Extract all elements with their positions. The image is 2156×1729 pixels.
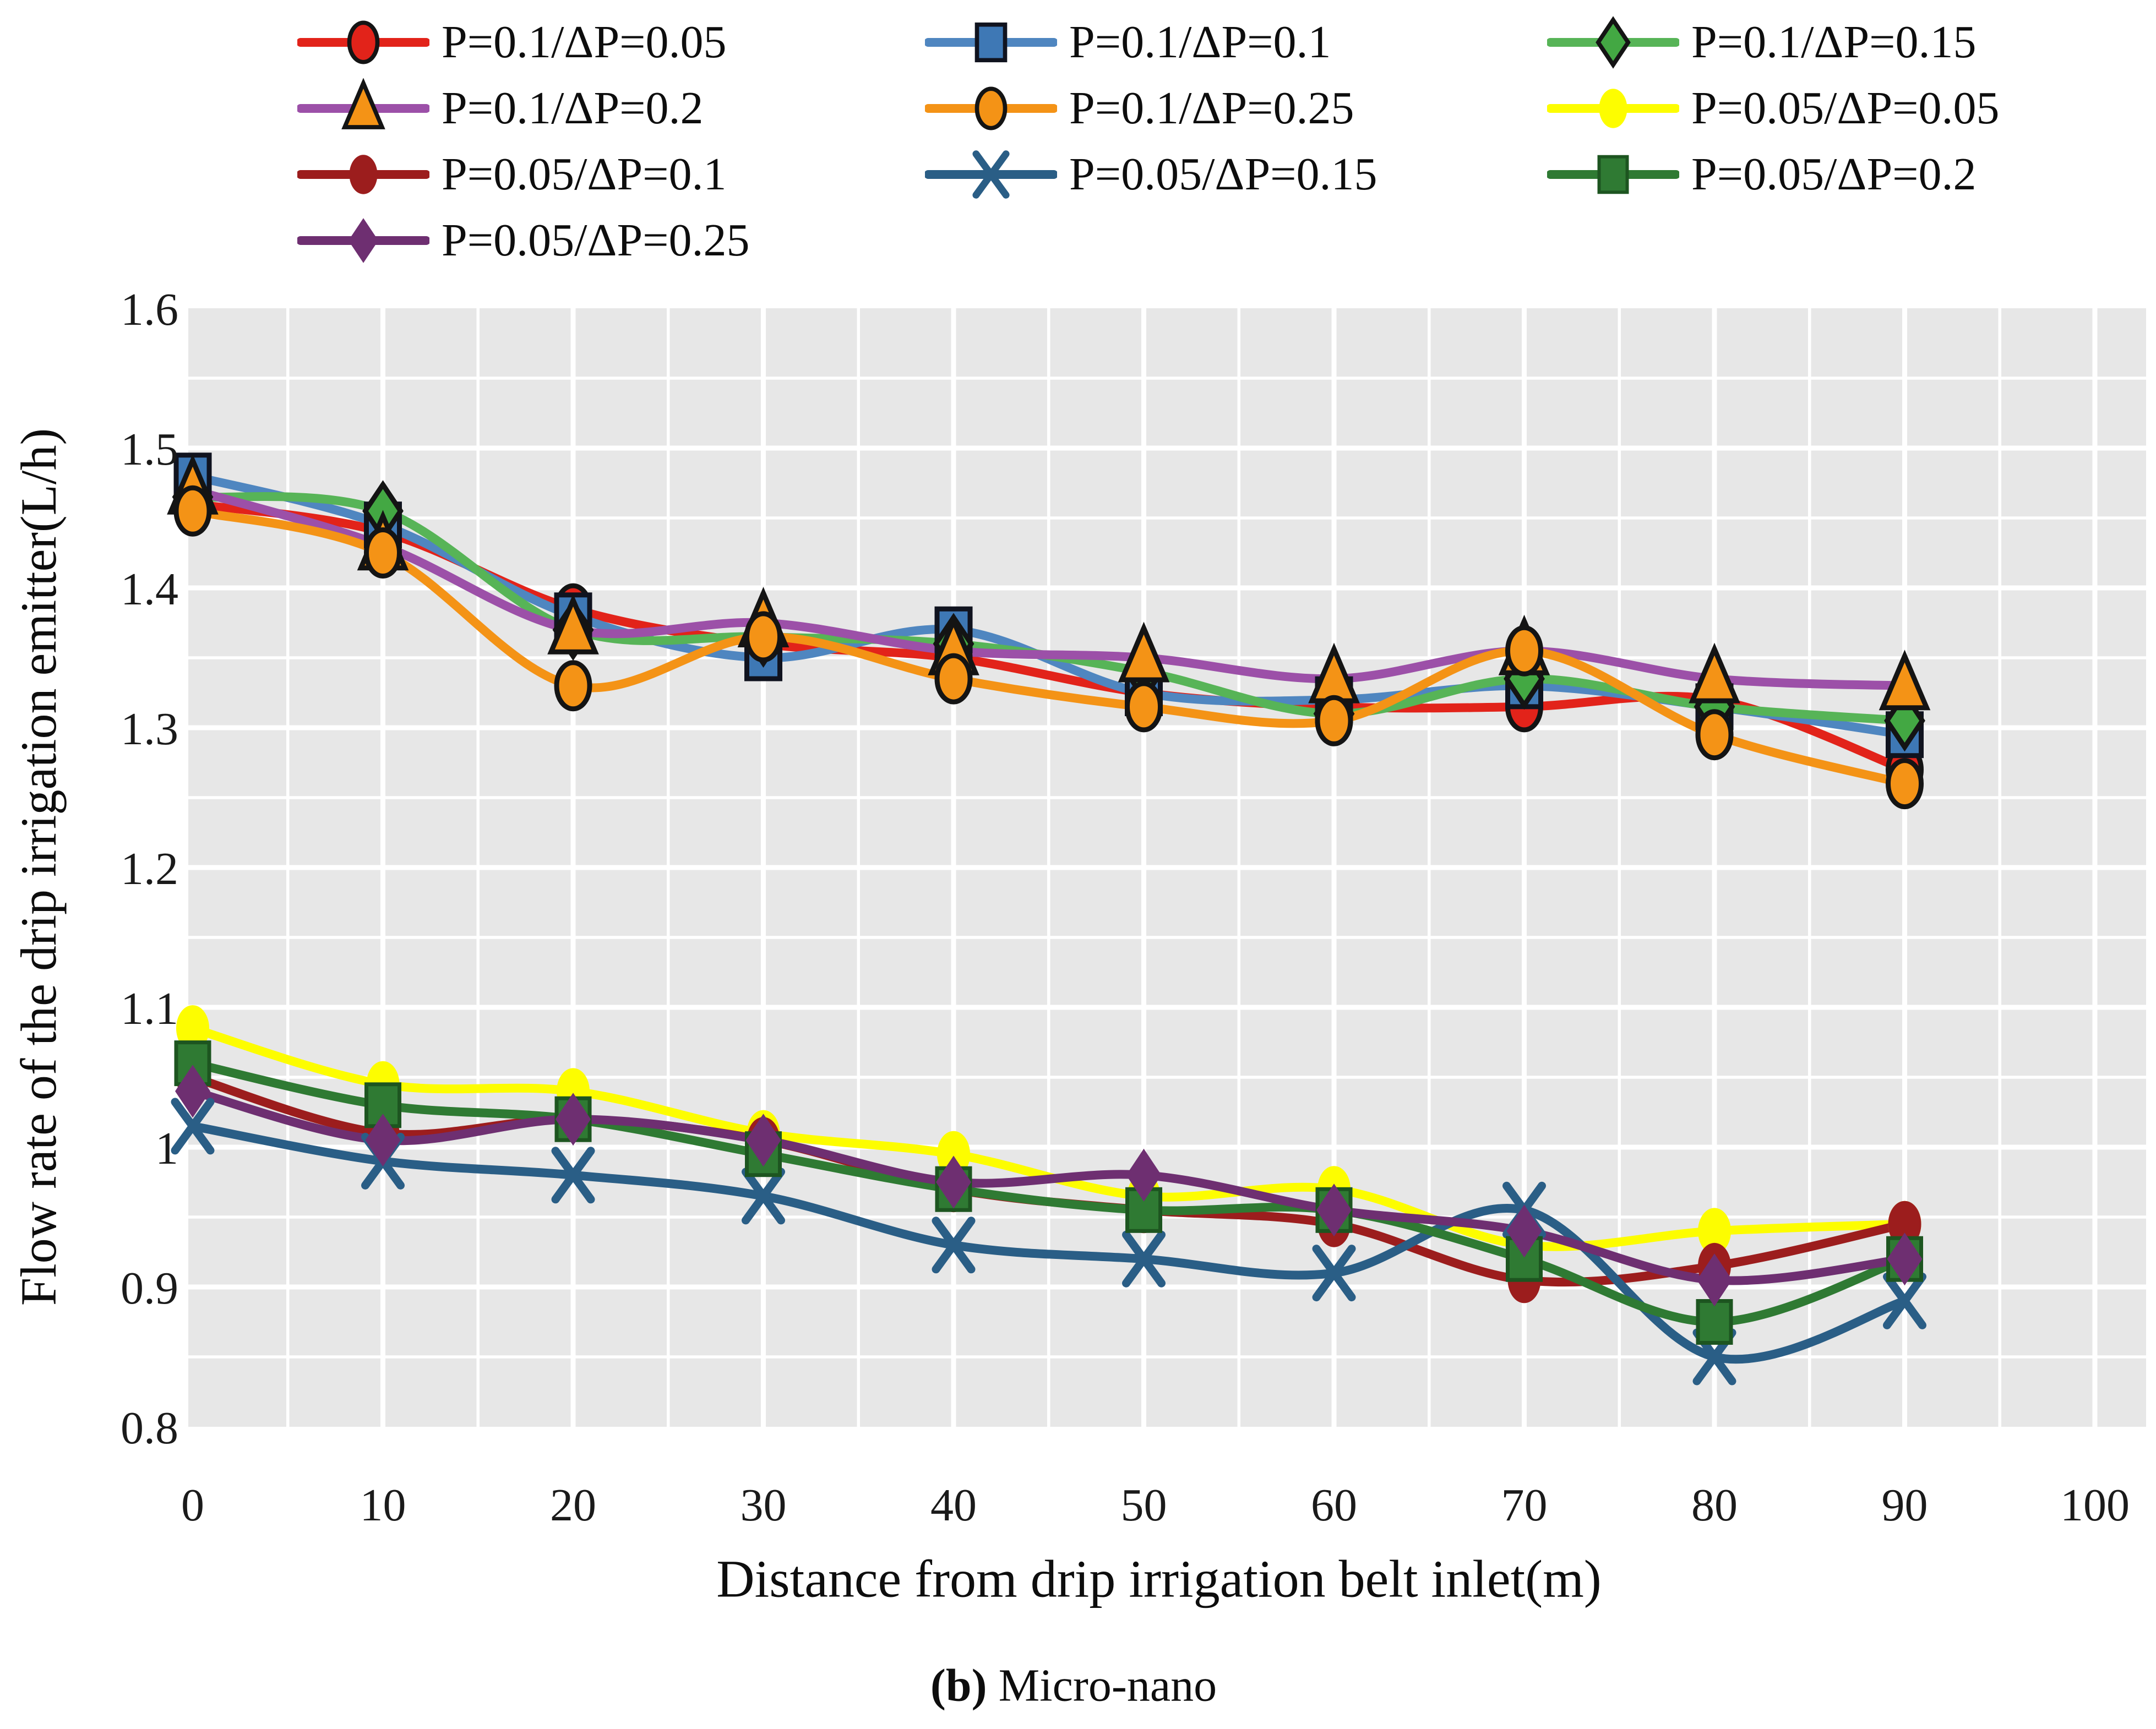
legend-marker-circle-icon <box>297 20 429 64</box>
series-line-4 <box>188 506 1909 788</box>
legend-item-2: P=0.1/ΔP=0.15 <box>1547 12 1977 73</box>
legend-label: P=0.1/ΔP=0.15 <box>1691 17 1977 68</box>
legend-marker-diamond-icon <box>1547 16 1679 69</box>
legend-marker-circle-icon <box>297 155 429 194</box>
x-tick-label: 70 <box>1501 1480 1548 1531</box>
legend-item-4: P=0.1/ΔP=0.25 <box>925 78 1354 139</box>
legend-item-6: P=0.05/ΔP=0.1 <box>297 144 727 205</box>
series-line-7 <box>188 1121 1909 1364</box>
legend-label: P=0.05/ΔP=0.25 <box>442 215 750 266</box>
figure-caption: (b) Micro-nano <box>930 1659 1217 1712</box>
figure-caption-text: Micro-nano <box>987 1660 1217 1711</box>
legend-item-8: P=0.05/ΔP=0.2 <box>1547 144 1977 205</box>
y-tick-label: 0.8 <box>121 1403 178 1454</box>
y-tick-label: 0.9 <box>121 1263 178 1314</box>
legend-item-5: P=0.05/ΔP=0.05 <box>1547 78 2000 139</box>
series-markers-4 <box>173 485 1924 810</box>
legend-item-7: P=0.05/ΔP=0.15 <box>925 144 1378 205</box>
figure-caption-index: (b) <box>930 1660 987 1711</box>
x-tick-label: 50 <box>1121 1480 1167 1531</box>
legend-marker-square-icon <box>925 22 1057 63</box>
y-tick-label: 1.5 <box>121 424 178 475</box>
series-lines <box>188 471 1909 1364</box>
series-markers-9 <box>175 1065 1923 1307</box>
x-tick-label: 60 <box>1311 1480 1357 1531</box>
x-tick-label: 90 <box>1882 1480 1928 1531</box>
y-tick-label: 1.4 <box>121 564 178 615</box>
legend-label: P=0.05/ΔP=0.05 <box>1691 83 2000 134</box>
x-axis-tick-labels: 0 10 20 30 40 50 60 70 80 90 100 <box>181 1480 2130 1531</box>
legend-marker-x-icon <box>925 150 1057 199</box>
legend-marker-square-icon <box>1547 155 1679 194</box>
legend-item-3: P=0.1/ΔP=0.2 <box>297 78 704 139</box>
x-tick-label: 0 <box>181 1480 204 1531</box>
y-tick-label: 1.2 <box>121 843 178 895</box>
legend-item-0: P=0.1/ΔP=0.05 <box>297 12 727 73</box>
x-tick-label: 30 <box>741 1480 787 1531</box>
y-axis-tick-labels: 1.6 1.5 1.4 1.3 1.2 1.1 1 0.9 0.8 <box>121 284 178 1454</box>
series-line-9 <box>188 1087 1909 1285</box>
legend-label: P=0.1/ΔP=0.2 <box>442 83 704 134</box>
series-line-3 <box>188 486 1909 690</box>
legend-marker-triangle-icon <box>297 78 429 129</box>
y-tick-label: 1 <box>155 1123 178 1174</box>
x-axis-title: Distance from drip irrigation belt inlet… <box>716 1549 1602 1608</box>
legend-label: P=0.05/ΔP=0.2 <box>1691 149 1977 200</box>
x-tick-label: 20 <box>550 1480 596 1531</box>
legend-item-1: P=0.1/ΔP=0.1 <box>925 12 1331 73</box>
legend-marker-diamond-icon <box>297 218 429 263</box>
legend-label: P=0.05/ΔP=0.1 <box>442 149 727 200</box>
x-tick-label: 80 <box>1691 1480 1738 1531</box>
legend-label: P=0.05/ΔP=0.15 <box>1069 149 1378 200</box>
x-tick-label: 10 <box>360 1480 406 1531</box>
y-tick-label: 1.3 <box>121 703 178 755</box>
y-tick-label: 1.1 <box>121 983 178 1034</box>
gridlines <box>188 308 2146 1427</box>
series-markers <box>167 452 1931 1386</box>
legend-marker-circle-icon <box>925 86 1057 130</box>
x-tick-label: 100 <box>2060 1480 2130 1531</box>
y-tick-label: 1.6 <box>121 284 178 335</box>
legend-label: P=0.1/ΔP=0.25 <box>1069 83 1354 134</box>
legend-item-9: P=0.05/ΔP=0.25 <box>297 210 750 271</box>
x-tick-label: 40 <box>930 1480 977 1531</box>
legend-marker-circle-icon <box>1547 89 1679 128</box>
legend-label: P=0.1/ΔP=0.05 <box>442 17 727 68</box>
y-axis-title: Flow rate of the drip irrigation emitter… <box>10 428 67 1306</box>
legend-label: P=0.1/ΔP=0.1 <box>1069 17 1331 68</box>
series-line-8 <box>188 1059 1909 1327</box>
